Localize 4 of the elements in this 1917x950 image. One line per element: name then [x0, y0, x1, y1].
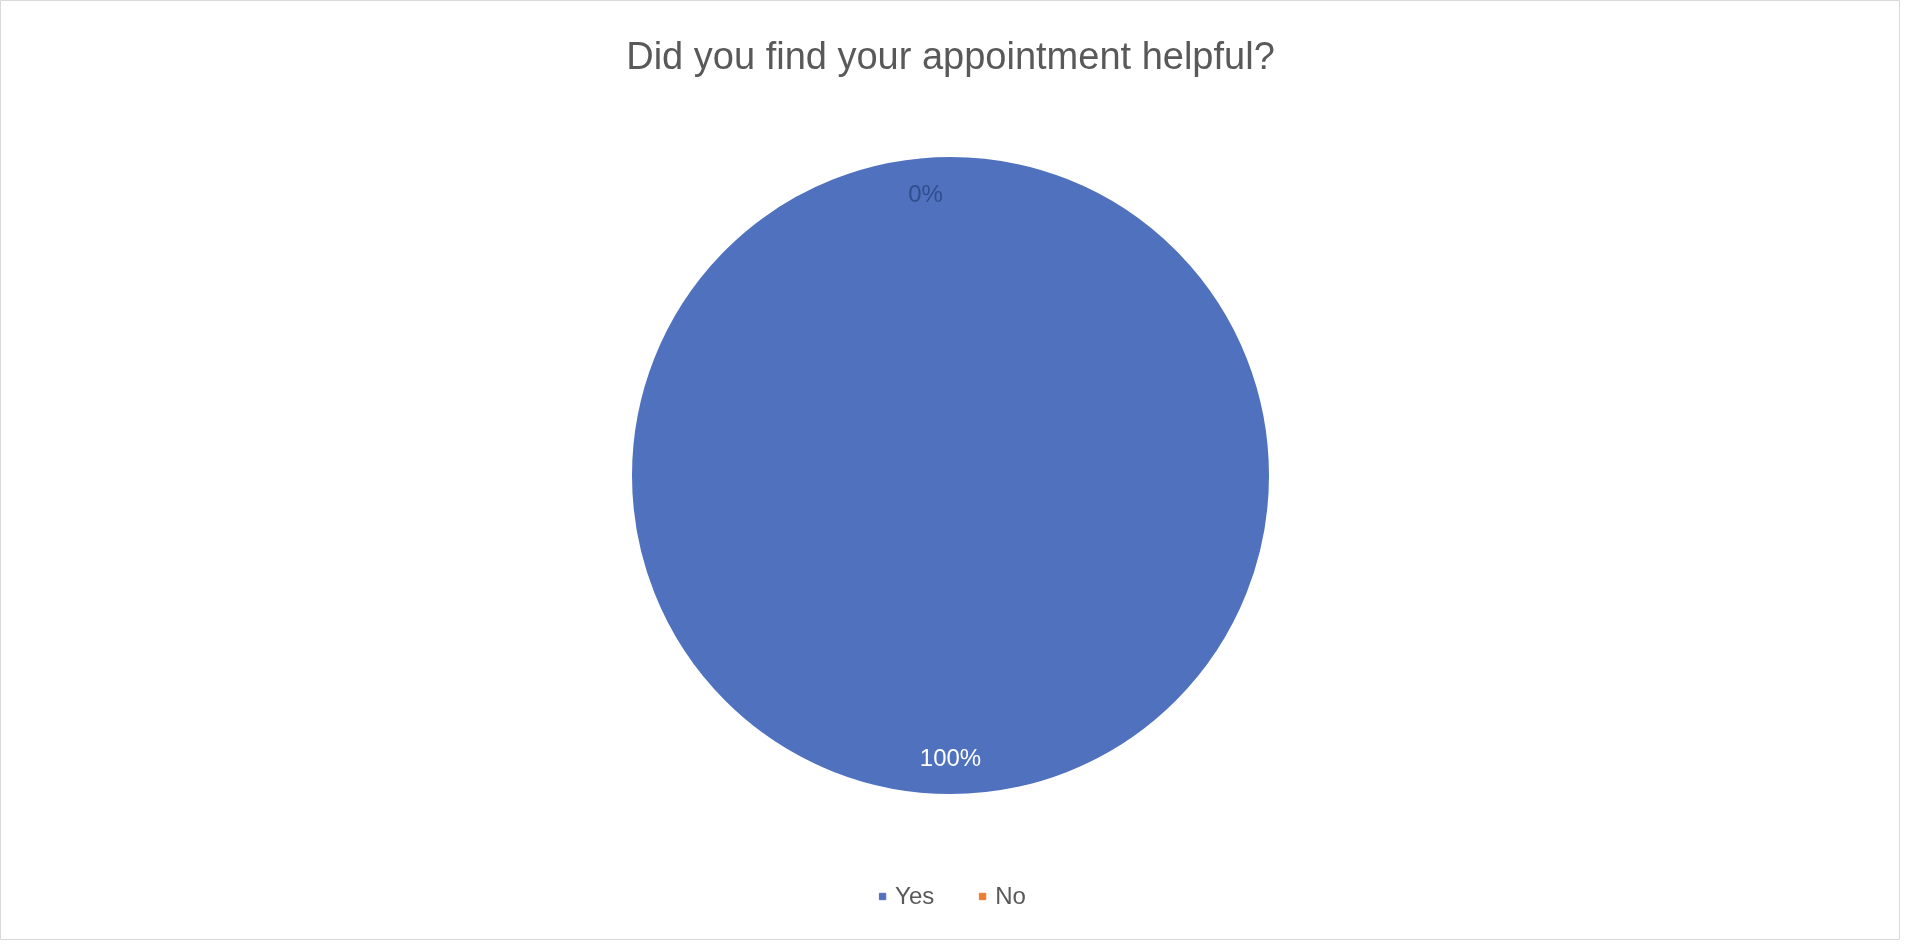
chart-title: Did you find your appointment helpful?: [626, 34, 1275, 77]
legend-label: No: [995, 882, 1026, 910]
data-label: 100%: [919, 743, 982, 771]
legend-label: Yes: [895, 882, 935, 910]
